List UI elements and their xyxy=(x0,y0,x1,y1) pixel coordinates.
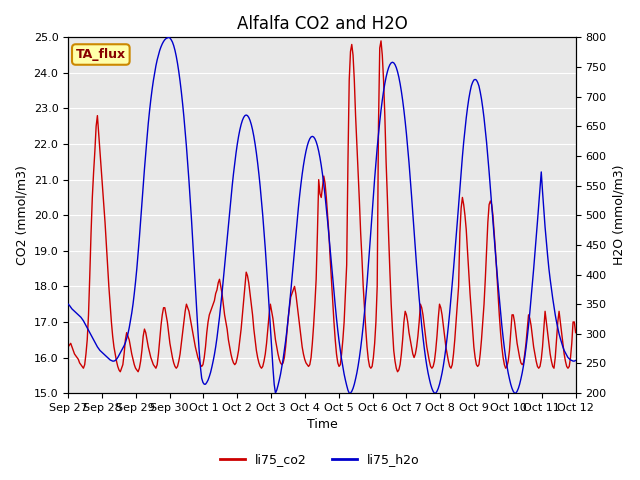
Y-axis label: H2O (mmol/m3): H2O (mmol/m3) xyxy=(612,165,625,265)
X-axis label: Time: Time xyxy=(307,419,337,432)
Y-axis label: CO2 (mmol/m3): CO2 (mmol/m3) xyxy=(15,165,28,265)
Title: Alfalfa CO2 and H2O: Alfalfa CO2 and H2O xyxy=(237,15,407,33)
Text: TA_flux: TA_flux xyxy=(76,48,126,61)
Legend: li75_co2, li75_h2o: li75_co2, li75_h2o xyxy=(215,448,425,471)
